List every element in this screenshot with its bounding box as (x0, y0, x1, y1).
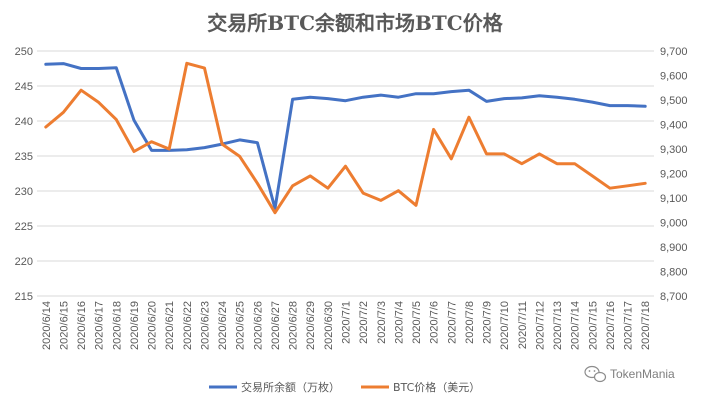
x-tick-label: 2020/6/16 (76, 301, 88, 350)
x-tick-label: 2020/7/8 (464, 301, 476, 344)
left-tick-label: 225 (15, 221, 33, 233)
left-tick-label: 250 (15, 46, 33, 58)
x-tick-label: 2020/6/19 (129, 301, 141, 350)
left-axis-ticks: 215 220 225 230 235 240 245 250 (15, 46, 33, 303)
x-tick-label: 2020/6/20 (147, 301, 159, 350)
x-tick-label: 2020/7/17 (623, 301, 635, 350)
right-axis-ticks: 8,700 8,800 8,900 9,000 9,100 9,200 9,300 9,400… (660, 46, 688, 303)
left-tick-label: 240 (15, 116, 33, 128)
x-tick-label: 2020/6/22 (182, 301, 194, 350)
x-tick-label: 2020/6/17 (94, 301, 106, 350)
wechat-icon (584, 365, 607, 383)
x-tick-label: 2020/7/13 (552, 301, 564, 350)
watermark: TokenMania (584, 365, 675, 383)
right-tick-label: 8,900 (660, 242, 688, 254)
series-line-0 (44, 62, 647, 210)
x-tick-label: 2020/6/27 (270, 301, 282, 350)
x-tick-label: 2020/7/1 (341, 301, 353, 344)
right-tick-label: 9,500 (660, 95, 688, 107)
left-tick-label: 220 (15, 256, 33, 268)
series-line-1 (44, 61, 647, 215)
right-tick-label: 9,100 (660, 193, 688, 205)
x-tick-label: 2020/6/26 (252, 301, 264, 350)
gridlines (37, 50, 654, 262)
x-tick-label: 2020/6/15 (58, 301, 70, 350)
x-tick-label: 2020/6/23 (199, 301, 211, 350)
x-axis-ticks: 2020/6/14 2020/6/15 2020/6/16 2020/6/17 2020… (41, 301, 652, 350)
x-tick-label: 2020/7/10 (499, 301, 511, 350)
x-tick-label: 2020/6/29 (305, 301, 317, 350)
x-tick-label: 2020/6/30 (323, 301, 335, 350)
chart-title: 交易所BTC余额和市场BTC价格 (207, 11, 503, 35)
right-tick-label: 9,200 (660, 169, 688, 181)
watermark-text: TokenMania (610, 367, 675, 381)
legend: 交易所余额（万枚） BTC价格（美元） (209, 380, 480, 394)
x-tick-label: 2020/7/18 (640, 301, 652, 350)
x-tick-label: 2020/6/21 (164, 301, 176, 350)
left-tick-label: 215 (15, 291, 33, 303)
series-lines (44, 61, 647, 215)
x-tick-label: 2020/7/5 (411, 301, 423, 344)
x-tick-label: 2020/7/16 (605, 301, 617, 350)
left-tick-label: 245 (15, 81, 33, 93)
legend-label-balance: 交易所余额（万枚） (241, 380, 340, 394)
x-tick-label: 2020/7/4 (393, 301, 405, 344)
x-tick-label: 2020/7/11 (517, 301, 529, 349)
x-tick-label: 2020/6/14 (41, 301, 53, 350)
left-tick-label: 230 (15, 186, 33, 198)
x-tick-label: 2020/7/15 (587, 301, 599, 350)
x-tick-label: 2020/7/7 (446, 301, 458, 344)
x-tick-label: 2020/7/2 (358, 301, 370, 344)
x-tick-label: 2020/6/18 (111, 301, 123, 350)
x-tick-label: 2020/6/25 (235, 301, 247, 350)
right-tick-label: 9,700 (660, 46, 688, 58)
right-tick-label: 8,700 (660, 291, 688, 303)
x-tick-label: 2020/7/3 (376, 301, 388, 344)
x-tick-label: 2020/7/14 (570, 301, 582, 350)
right-tick-label: 9,300 (660, 144, 688, 156)
right-tick-label: 9,400 (660, 120, 688, 132)
x-tick-label: 2020/6/24 (217, 301, 229, 350)
right-tick-label: 9,600 (660, 71, 688, 83)
x-tick-label: 2020/7/6 (429, 301, 441, 344)
x-tick-label: 2020/7/9 (482, 301, 494, 344)
x-tick-label: 2020/6/28 (288, 301, 300, 350)
x-tick-label: 2020/7/12 (534, 301, 546, 350)
left-tick-label: 235 (15, 151, 33, 163)
legend-label-price: BTC价格（美元） (393, 380, 480, 394)
right-tick-label: 8,800 (660, 267, 688, 279)
right-tick-label: 9,000 (660, 218, 688, 230)
